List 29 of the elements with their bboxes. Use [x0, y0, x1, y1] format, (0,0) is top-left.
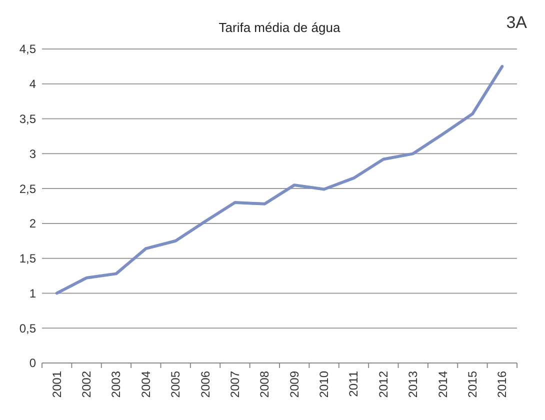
x-tick-label: 2009 — [287, 370, 302, 398]
x-tick-label: 2005 — [168, 370, 183, 398]
x-tick-label: 2006 — [198, 370, 212, 398]
x-tick-label: 2014 — [436, 370, 450, 398]
y-tick-label: 3 — [29, 146, 36, 161]
y-tick-label: 1,5 — [19, 252, 36, 266]
line-series — [55, 64, 504, 295]
x-tick-label: 2011 — [346, 370, 361, 397]
x-tick-label: 2013 — [406, 370, 420, 398]
y-tick-label: 2 — [29, 216, 36, 231]
x-tick-label: 2007 — [228, 370, 242, 398]
x-tick-label: 2003 — [109, 370, 124, 398]
y-tick-label: 1 — [29, 286, 36, 300]
text: 3A — [506, 13, 528, 32]
x-tick-label: 2004 — [138, 370, 153, 398]
y-tick-label: 0,5 — [19, 321, 36, 336]
chart-title: Tarifa média de água — [218, 20, 341, 35]
x-tick-label: 2012 — [376, 370, 390, 398]
x-tick-label: 2008 — [258, 370, 272, 398]
y-tick-label: 2,5 — [19, 182, 36, 196]
x-tick-label: 2015 — [465, 370, 480, 398]
y-tick-label: 0 — [29, 356, 36, 370]
x-tick-label: 2016 — [495, 370, 510, 398]
y-tick-label: 4 — [29, 77, 36, 92]
x-tick-label: 2010 — [317, 370, 332, 398]
x-tick-label: 2001 — [50, 370, 64, 398]
y-tick-label: 3,5 — [19, 112, 36, 126]
x-tick-label: 2002 — [80, 370, 94, 398]
y-tick-label: 4,5 — [19, 42, 36, 56]
